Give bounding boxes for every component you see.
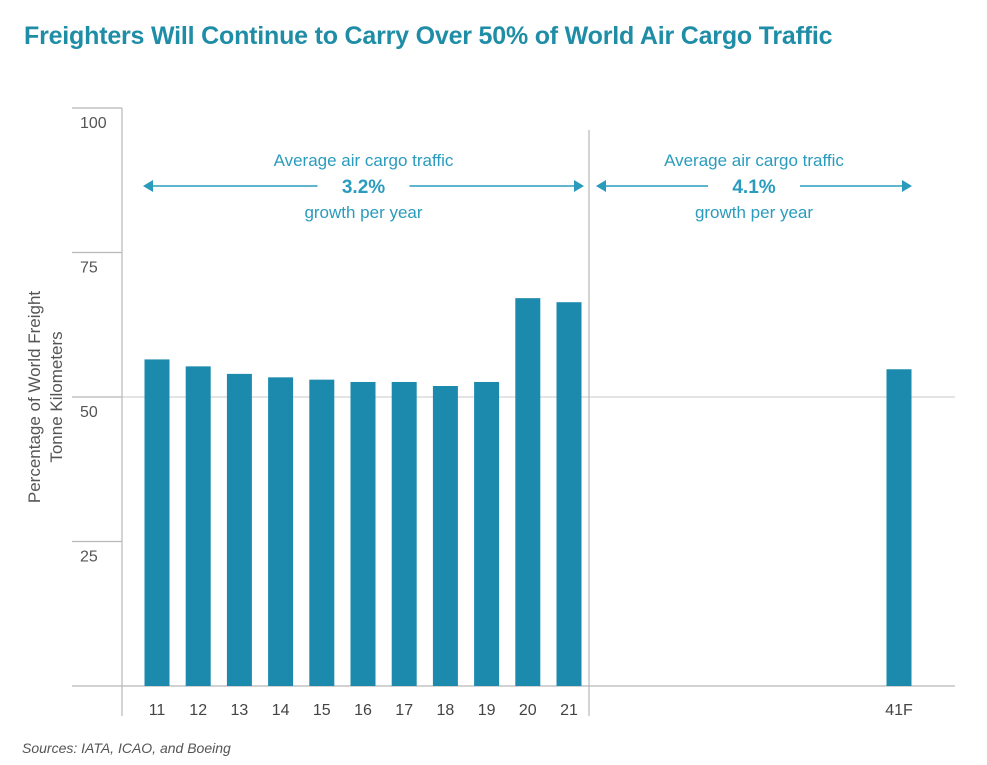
x-tick-label-21: 21: [560, 702, 578, 719]
annotation-growth-rate: 3.2%: [342, 177, 385, 198]
bar-13: [226, 373, 252, 686]
bars: [144, 298, 912, 686]
annotation-heading: Average air cargo traffic: [664, 151, 844, 170]
annotation-growth-rate: 4.1%: [732, 177, 775, 198]
x-tick-label-11: 11: [149, 702, 166, 719]
x-tick-label-17: 17: [395, 702, 413, 719]
x-tick-label-15: 15: [313, 702, 331, 719]
annotation-historical: Average air cargo traffic 3.2% growth per …: [143, 151, 584, 222]
bar-18: [432, 386, 458, 686]
bar-12: [185, 366, 211, 686]
bar-11: [144, 359, 170, 686]
bar-20: [515, 298, 541, 686]
arrow-head-left: [596, 180, 606, 192]
x-tick-label-19: 19: [478, 702, 496, 719]
annotation-caption: growth per year: [695, 203, 813, 222]
bar-17: [391, 381, 417, 686]
bar-19: [474, 381, 500, 686]
annotation-caption: growth per year: [304, 203, 422, 222]
bar-15: [309, 379, 335, 686]
source-note: Sources: IATA, ICAO, and Boeing: [22, 740, 231, 756]
x-tick-label-14: 14: [272, 702, 290, 719]
x-tick-label-13: 13: [231, 702, 249, 719]
bar-16: [350, 381, 376, 686]
chart-title: Freighters Will Continue to Carry Over 5…: [24, 22, 833, 50]
y-tick-label-100: 100: [80, 115, 107, 132]
arrow-head-right: [574, 180, 584, 192]
arrow-head-left: [143, 180, 153, 192]
x-tick-label-20: 20: [519, 702, 537, 719]
bar-14: [268, 377, 294, 686]
x-tick-label-12: 12: [189, 702, 207, 719]
arrow-head-right: [902, 180, 912, 192]
annotation-heading: Average air cargo traffic: [274, 151, 454, 170]
y-tick-label-25: 25: [80, 549, 98, 566]
x-tick-label-18: 18: [437, 702, 455, 719]
growth-annotations: Average air cargo traffic 3.2% growth per …: [143, 151, 912, 222]
y-axis-label-line-1: Percentage of World Freight: [25, 291, 44, 504]
y-axis-label-line-2: Tonne Kilometers: [47, 331, 66, 462]
y-tick-label-50: 50: [80, 404, 98, 421]
bar-41F: [886, 369, 912, 686]
x-tick-label-41F: 41F: [885, 702, 913, 719]
tick-labels: 25 50 75 100 Percentage of World Freight Tonn…: [25, 115, 913, 719]
annotation-forecast: Average air cargo traffic 4.1% growth per …: [596, 151, 912, 222]
axes: [72, 107, 955, 716]
bar-21: [556, 302, 582, 686]
y-tick-label-75: 75: [80, 260, 98, 277]
x-tick-label-16: 16: [354, 702, 372, 719]
